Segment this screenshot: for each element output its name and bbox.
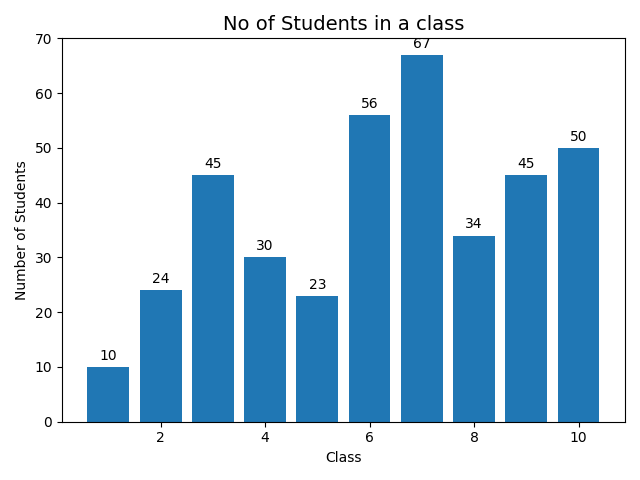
Title: No of Students in a class: No of Students in a class — [223, 15, 464, 34]
Text: 10: 10 — [100, 349, 117, 363]
Bar — [349, 115, 390, 422]
Bar — [244, 257, 286, 422]
Text: 45: 45 — [204, 157, 221, 171]
Bar — [401, 55, 443, 422]
Bar — [557, 148, 600, 422]
Y-axis label: Number of Students: Number of Students — [15, 160, 29, 300]
Bar — [88, 367, 129, 422]
Text: 34: 34 — [465, 217, 483, 231]
Text: 45: 45 — [518, 157, 535, 171]
Text: 30: 30 — [257, 239, 274, 253]
Bar — [506, 175, 547, 422]
Bar — [192, 175, 234, 422]
Bar — [453, 236, 495, 422]
Text: 24: 24 — [152, 272, 170, 286]
Bar — [140, 290, 182, 422]
Text: 56: 56 — [361, 97, 378, 111]
Text: 50: 50 — [570, 130, 588, 144]
Text: 23: 23 — [308, 277, 326, 291]
Bar — [296, 296, 338, 422]
X-axis label: Class: Class — [325, 451, 362, 465]
Text: 67: 67 — [413, 36, 431, 50]
